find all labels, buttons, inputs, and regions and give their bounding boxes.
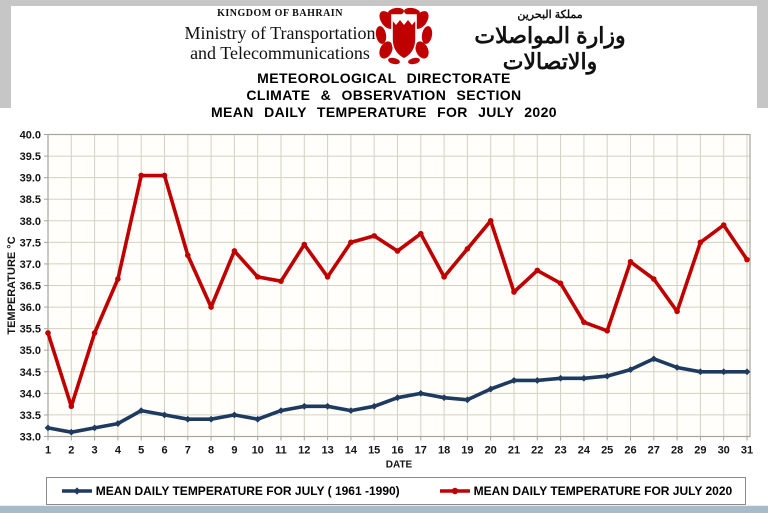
svg-text:15: 15 — [368, 445, 380, 457]
legend-line-icon — [61, 487, 92, 495]
directorate-title: METEOROLOGICAL DIRECTORATE — [257, 70, 511, 86]
axis-ticks — [44, 134, 748, 441]
svg-text:33.0: 33.0 — [20, 432, 41, 444]
arabic-ministry-text: وزارة المواصلات والاتصالات — [474, 23, 626, 74]
svg-text:16: 16 — [391, 445, 403, 457]
series-0 — [44, 355, 751, 436]
svg-text:22: 22 — [531, 445, 543, 457]
letterhead-arabic: مملكة البحرين وزارة المواصلات والاتصالات — [440, 8, 660, 75]
svg-text:35.5: 35.5 — [20, 324, 41, 336]
legend-item-1: MEAN DAILY TEMPERATURE FOR JULY 2020 — [438, 484, 733, 498]
svg-text:39.0: 39.0 — [20, 173, 41, 185]
x-tick-labels: 1 2 3 4 5 6 7 8 9 10 11 12 13 14 15 16 17 18 19 20 21 22 23 24 2… — [45, 445, 753, 457]
svg-text:37.0: 37.0 — [20, 259, 41, 271]
svg-text:27: 27 — [648, 445, 660, 457]
y-tick-labels: 33.0 33.5 34.0 34.5 35.0 35.5 36.0 36.5 37.0 37.5… — [20, 130, 41, 444]
svg-text:6: 6 — [161, 445, 167, 457]
svg-text:19: 19 — [461, 445, 473, 457]
kingdom-of-bahrain-text: KINGDOM OF BAHRAIN — [217, 8, 343, 19]
svg-text:17: 17 — [415, 445, 427, 457]
svg-text:35.0: 35.0 — [20, 345, 41, 357]
svg-text:11: 11 — [275, 445, 287, 457]
svg-text:36.0: 36.0 — [20, 302, 41, 314]
svg-text:4: 4 — [115, 445, 122, 457]
svg-text:14: 14 — [345, 445, 358, 457]
svg-text:21: 21 — [508, 445, 520, 457]
svg-text:36.5: 36.5 — [20, 281, 41, 293]
svg-text:25: 25 — [601, 445, 613, 457]
svg-text:3: 3 — [92, 445, 98, 457]
svg-text:37.5: 37.5 — [20, 237, 41, 249]
svg-text:18: 18 — [438, 445, 450, 457]
bottom-blue-bar — [0, 505, 768, 513]
svg-text:10: 10 — [252, 445, 264, 457]
svg-text:24: 24 — [578, 445, 591, 457]
svg-text:5: 5 — [138, 445, 144, 457]
svg-text:30: 30 — [718, 445, 730, 457]
svg-text:40.0: 40.0 — [20, 130, 41, 142]
svg-text:34.0: 34.0 — [20, 388, 41, 400]
svg-text:8: 8 — [208, 445, 214, 457]
svg-text:28: 28 — [671, 445, 683, 457]
svg-text:2: 2 — [68, 445, 74, 457]
chart-main-title: MEAN DAILY TEMPERATURE FOR JULY 2020 — [211, 104, 557, 120]
svg-text:34.5: 34.5 — [20, 367, 41, 379]
frame-right-strip — [757, 0, 768, 108]
svg-text:9: 9 — [231, 445, 237, 457]
gridlines — [47, 134, 750, 437]
frame-top-strip — [0, 0, 768, 6]
svg-text:38.5: 38.5 — [20, 194, 41, 206]
legend-line-icon — [439, 487, 470, 495]
svg-text:39.5: 39.5 — [20, 151, 41, 163]
x-axis-title: DATE — [386, 460, 413, 471]
svg-text:1: 1 — [45, 445, 51, 457]
svg-text:33.5: 33.5 — [20, 410, 41, 422]
svg-text:31: 31 — [741, 445, 753, 457]
svg-text:7: 7 — [185, 445, 191, 457]
legend-item-0: MEAN DAILY TEMPERATURE FOR JULY ( 1961 -… — [60, 484, 400, 498]
svg-text:13: 13 — [321, 445, 333, 457]
legend-label-1: MEAN DAILY TEMPERATURE FOR JULY 2020 — [473, 484, 733, 498]
ministry-name-text: Ministry of Transportation and Telecommu… — [184, 23, 376, 64]
y-axis-title: TEMPERATURE °C — [6, 236, 18, 334]
bahrain-emblem-icon — [375, 7, 433, 65]
svg-text:26: 26 — [624, 445, 636, 457]
svg-text:12: 12 — [298, 445, 310, 457]
svg-text:23: 23 — [554, 445, 566, 457]
frame-left-strip — [0, 0, 11, 108]
svg-text:38.0: 38.0 — [20, 216, 41, 228]
legend-label-0: MEAN DAILY TEMPERATURE FOR JULY ( 1961 -… — [95, 484, 400, 498]
arabic-kingdom-text: مملكة البحرين — [517, 9, 583, 21]
letterhead-english: KINGDOM OF BAHRAIN Ministry of Transport… — [130, 8, 430, 63]
series-1 — [45, 172, 750, 410]
chart-titles: METEOROLOGICAL DIRECTORATE CLIMATE & OBS… — [0, 70, 768, 121]
chart-legend: MEAN DAILY TEMPERATURE FOR JULY ( 1961 -… — [46, 477, 746, 505]
section-title: CLIMATE & OBSERVATION SECTION — [246, 87, 522, 103]
svg-text:29: 29 — [694, 445, 706, 457]
svg-text:20: 20 — [485, 445, 497, 457]
